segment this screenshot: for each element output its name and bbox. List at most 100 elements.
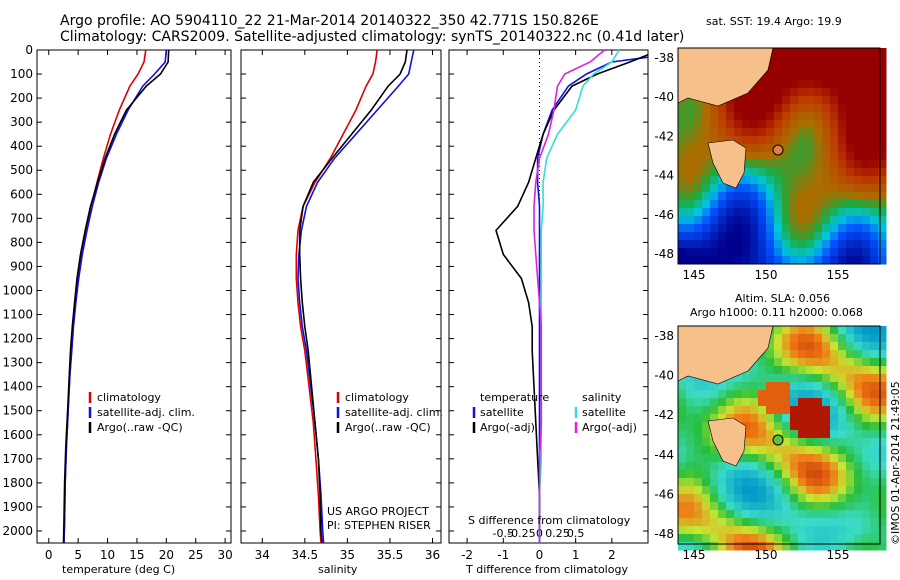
sst-map-cell (830, 168, 839, 177)
sst-map-cell (782, 160, 791, 169)
sla-map-cell (814, 470, 823, 479)
sla-map-cell (766, 542, 775, 551)
sst-map-cell (694, 216, 703, 225)
sst-map-cell (742, 248, 751, 257)
sst-map-cell (758, 184, 767, 193)
sst-map-cell (878, 112, 887, 121)
series-line-1-1 (297, 49, 415, 544)
sst-map-cell (734, 208, 743, 217)
sla-map-cell (750, 542, 759, 551)
sla-map-cell (878, 390, 887, 399)
sla-map-cell (734, 406, 743, 415)
sla-map-cell (878, 414, 887, 423)
sla-map-cell (846, 494, 855, 503)
sst-map-cell (838, 160, 847, 169)
sst-map-cell (702, 240, 711, 249)
sst-map-cell (830, 104, 839, 113)
sst-map-cell (774, 232, 783, 241)
sla-map-cell (694, 414, 703, 423)
sla-map-cell (774, 518, 783, 527)
sst-map-cell (878, 160, 887, 169)
sst-map-cell (678, 224, 687, 233)
sst-map-cell (838, 240, 847, 249)
sst-map-cell (806, 216, 815, 225)
sla-map-cell (862, 454, 871, 463)
sla-map-cell (678, 414, 687, 423)
sst-map-cell (726, 248, 735, 257)
sla-map-cell (718, 382, 727, 391)
sst-map-cell (854, 96, 863, 105)
sst-map-cell (766, 128, 775, 137)
sla-map-cell (678, 510, 687, 519)
sst-map-cell (782, 120, 791, 129)
sst-map-cell (734, 104, 743, 113)
sla-map-cell (774, 350, 783, 359)
sst-map-cell (758, 192, 767, 201)
sst-map-cell (862, 64, 871, 73)
sst-map-cell (846, 64, 855, 73)
sst-map-cell (766, 248, 775, 257)
sst-map-cell (870, 80, 879, 89)
sla-map-cell (710, 478, 719, 487)
map-x-tick-label: 155 (827, 268, 850, 282)
sla-map-cell (814, 334, 823, 343)
sla-map-cell (694, 494, 703, 503)
sst-map-cell (726, 208, 735, 217)
sla-map-cell (822, 502, 831, 511)
sla-map-cell (854, 382, 863, 391)
sla-map-cell (854, 398, 863, 407)
sst-map-cell (838, 248, 847, 257)
sst-map-cell (710, 216, 719, 225)
sst-map-cell (854, 64, 863, 73)
sst-map-cell (694, 136, 703, 145)
sst-map-cell (854, 176, 863, 185)
sla-map-cell (774, 390, 783, 399)
map-x-tick-label: 150 (755, 268, 778, 282)
sla-map-cell (726, 486, 735, 495)
sst-map-cell (694, 144, 703, 153)
sla-map-cell (806, 382, 815, 391)
sla-map-cell (750, 406, 759, 415)
sla-map-cell (702, 462, 711, 471)
sst-map-cell (678, 128, 687, 137)
sla-map-cell (830, 326, 839, 335)
sla-map-cell (758, 358, 767, 367)
sst-map-cell (814, 128, 823, 137)
sst-map-cell (758, 160, 767, 169)
sla-map-cell (678, 438, 687, 447)
sla-map-cell (750, 422, 759, 431)
sst-map-cell (862, 120, 871, 129)
sst-map-cell (870, 96, 879, 105)
sla-map-cell (854, 390, 863, 399)
sst-map-cell (782, 168, 791, 177)
sst-map-cell (742, 208, 751, 217)
sla-map-cell (878, 470, 887, 479)
sla-map-cell (838, 462, 847, 471)
sst-map-cell (782, 144, 791, 153)
sst-map-cell (862, 184, 871, 193)
sst-map-cell (878, 48, 887, 57)
sla-map-cell (798, 374, 807, 383)
sst-map-cell (822, 136, 831, 145)
sla-map-cell (774, 454, 783, 463)
sst-map-cell (774, 48, 783, 57)
sla-map-cell (758, 510, 767, 519)
sst-map-cell (718, 104, 727, 113)
sst-map-cell (774, 136, 783, 145)
sla-map-cell (838, 326, 847, 335)
y-tick-label: 300 (10, 115, 33, 129)
sla-map-cell (814, 358, 823, 367)
sla-map-cell (766, 526, 775, 535)
sst-map-cell (734, 128, 743, 137)
sla-map-cell (782, 350, 791, 359)
diff-legend-title-temperature: temperature (480, 391, 550, 404)
sla-map-cell (686, 454, 695, 463)
sla-map-cell (718, 462, 727, 471)
sst-map-cell (854, 208, 863, 217)
sla-map-cell (774, 398, 783, 407)
sst-map-cell (870, 88, 879, 97)
sst-map-cell (750, 88, 759, 97)
sla-map-cell (806, 398, 815, 407)
sla-map-cell (678, 478, 687, 487)
